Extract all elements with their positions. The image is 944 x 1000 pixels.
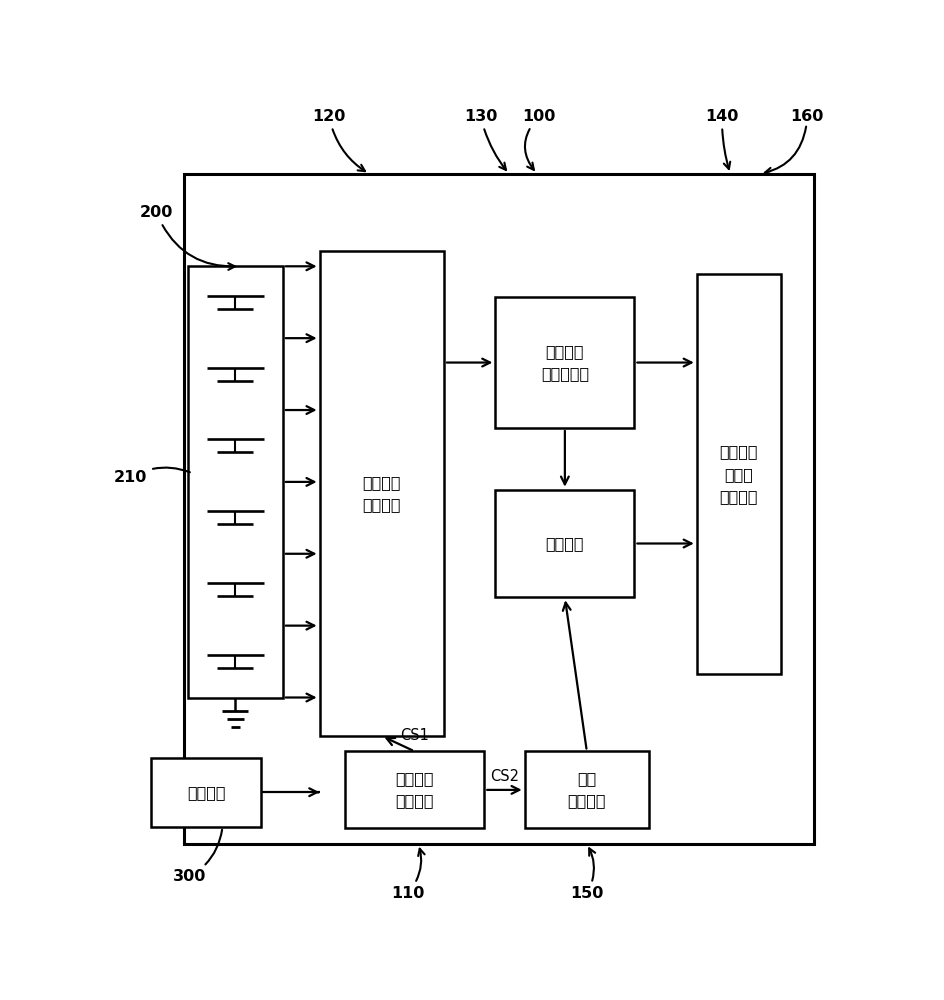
Bar: [319, 251, 444, 736]
Text: CS2: CS2: [489, 769, 518, 784]
Text: 110: 110: [390, 849, 424, 901]
Text: 其它参数: 其它参数: [187, 785, 225, 800]
Text: 160: 160: [789, 109, 822, 124]
Bar: [696, 274, 780, 674]
Bar: [184, 174, 813, 844]
Bar: [495, 297, 633, 428]
Bar: [345, 751, 483, 828]
Text: 210: 210: [114, 468, 190, 485]
Text: 150: 150: [569, 848, 603, 901]
Bar: [524, 751, 649, 828]
Text: 储能单元
保护与
控制电路: 储能单元 保护与 控制电路: [718, 444, 757, 504]
Text: 300: 300: [173, 830, 222, 884]
Bar: [151, 758, 261, 827]
Text: CS1: CS1: [399, 728, 429, 744]
Text: 比较电路: 比较电路: [545, 536, 583, 551]
Text: 100: 100: [522, 109, 555, 170]
Text: 200: 200: [140, 205, 235, 270]
Text: 分时采集
控制电路: 分时采集 控制电路: [396, 771, 433, 808]
Text: 140: 140: [704, 109, 738, 169]
Text: 分时采集
选择电路: 分时采集 选择电路: [362, 475, 400, 512]
Text: 阈值
选择电路: 阈值 选择电路: [567, 771, 605, 808]
Text: 电平转换
与采集电路: 电平转换 与采集电路: [540, 344, 588, 381]
Text: 120: 120: [312, 109, 364, 171]
Bar: [495, 490, 633, 597]
Bar: [188, 266, 282, 698]
Text: 130: 130: [464, 109, 505, 170]
